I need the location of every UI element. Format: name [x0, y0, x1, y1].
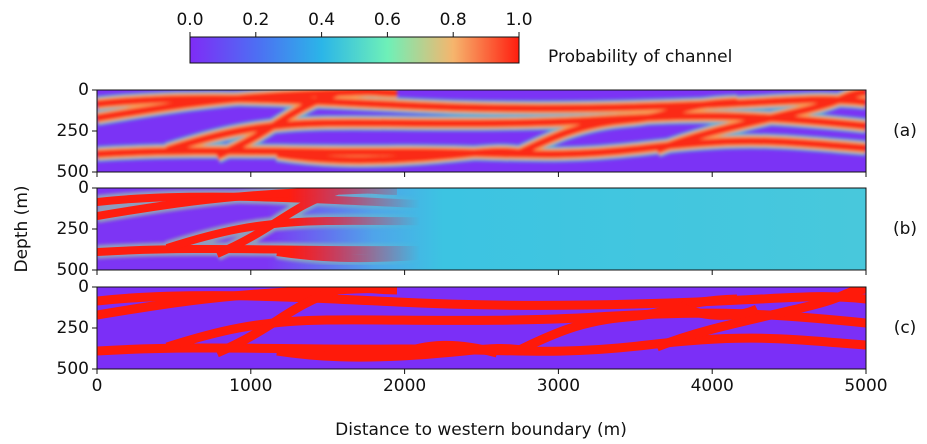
x-axis-label: Distance to western boundary (m): [335, 420, 627, 440]
y-tick-label: 250: [57, 318, 89, 338]
colorbar-tick-label: 0.4: [308, 10, 335, 30]
colorbar-tick-label: 0.8: [440, 10, 467, 30]
y-tick-label: 250: [57, 219, 89, 239]
colorbar-tick-label: 0.2: [242, 10, 269, 30]
panel-label: (c): [894, 318, 917, 338]
panel-label: (a): [893, 121, 917, 141]
x-tick-label: 2000: [383, 376, 426, 396]
colorbar-tick-label: 0.6: [374, 10, 401, 30]
x-tick-label: 1000: [229, 376, 272, 396]
y-tick-label: 0: [78, 277, 89, 297]
colorbar-label: Probability of channel: [548, 47, 732, 67]
colorbar-tick-label: 0.0: [176, 10, 203, 30]
panel-image: [97, 287, 866, 369]
panel-image: [97, 188, 866, 270]
y-axis-label: Depth (m): [12, 185, 32, 272]
x-tick-label: 0: [92, 376, 103, 396]
y-tick-label: 500: [57, 260, 89, 280]
x-tick-label: 5000: [844, 376, 887, 396]
panel-image: [97, 90, 866, 172]
x-tick-label: 3000: [537, 376, 580, 396]
y-tick-label: 500: [57, 359, 89, 379]
y-tick-label: 500: [57, 162, 89, 182]
y-tick-label: 250: [57, 121, 89, 141]
x-tick-label: 4000: [691, 376, 734, 396]
y-tick-label: 0: [78, 80, 89, 100]
colorbar: [189, 36, 520, 64]
colorbar-tick-label: 1.0: [505, 10, 532, 30]
y-tick-label: 0: [78, 178, 89, 198]
panel-label: (b): [893, 219, 917, 239]
